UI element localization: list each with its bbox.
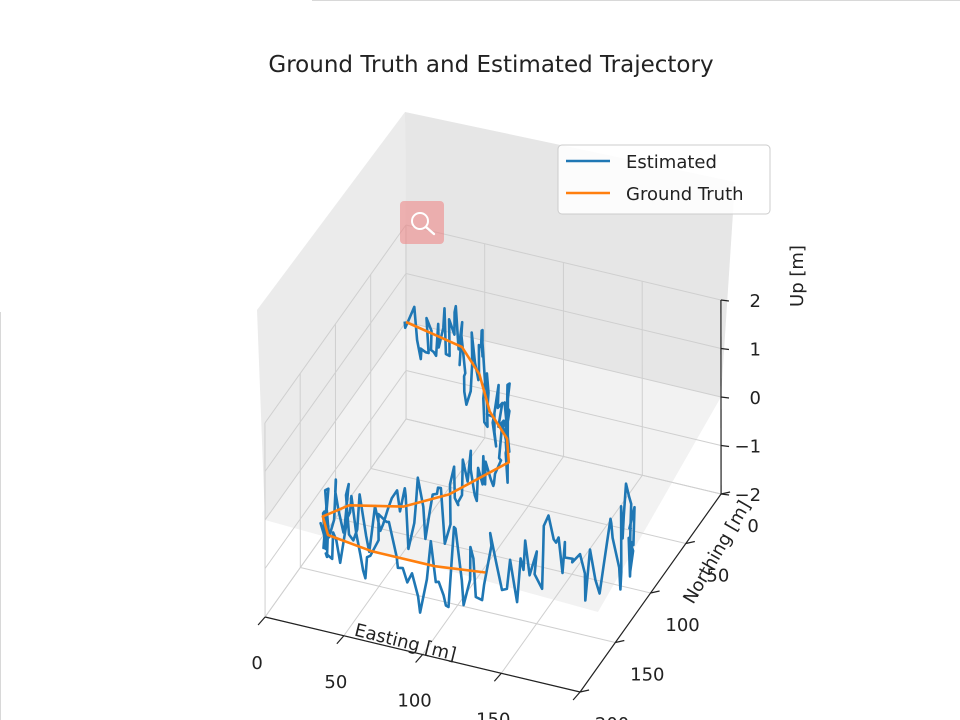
series-ground-truth-line: [321, 320, 511, 574]
grid-floor-y: [335, 517, 651, 594]
z-tick-mark: [720, 347, 730, 351]
z-tick-label: 1: [750, 340, 761, 361]
y-axis-label: Northing [m]: [679, 497, 755, 608]
z-tick-mark: [720, 299, 729, 302]
y-tick-mark: [615, 639, 625, 644]
zoom-button[interactable]: [400, 201, 444, 244]
y-tick-label: 0: [747, 516, 758, 537]
pane-left: [257, 112, 406, 520]
y-tick-label: 100: [665, 615, 699, 636]
z-tick-mark: [721, 493, 730, 496]
window-border-top: [312, 0, 960, 1]
grid-wall-back-horizontal: [405, 224, 722, 301]
chart-title: Ground Truth and Estimated Trajectory: [268, 52, 713, 78]
z-tick-label: 0: [750, 388, 761, 409]
grid-wall-left-horizontal: [264, 224, 407, 424]
z-tick-label: −2: [735, 485, 762, 506]
grid-wall-left-horizontal: [264, 321, 407, 521]
window-border-left: [0, 312, 1, 720]
grid-wall-left-horizontal: [264, 273, 407, 472]
zoom-icon: [411, 212, 436, 236]
z-tick-label: 2: [749, 291, 760, 312]
z-tick-label: −1: [734, 437, 761, 458]
x-tick-mark: [572, 691, 581, 701]
x-tick-label: 100: [397, 691, 431, 712]
z-tick-mark: [720, 444, 730, 448]
axes: [257, 299, 731, 701]
y-tick-mark: [579, 689, 590, 693]
legend-box: [557, 144, 771, 215]
x-tick-label: 150: [476, 709, 510, 720]
y-tick-mark: [650, 590, 660, 594]
grid-wall-left-horizontal: [264, 418, 407, 618]
grid-wall-left-horizontal: [264, 370, 407, 569]
y-tick-mark: [685, 540, 695, 545]
z-axis-label: Up [m]: [787, 245, 808, 307]
x-tick-mark: [415, 654, 424, 663]
legend-label-estimated: Estimated: [626, 152, 717, 173]
legend-label-ground-truth: Ground Truth: [626, 184, 744, 205]
x-tick-mark: [336, 635, 345, 645]
y-tick-label: 200: [595, 714, 629, 720]
x-tick-mark: [493, 672, 502, 682]
z-tick-mark: [720, 396, 730, 399]
x-tick-label: 50: [324, 672, 347, 693]
y-tick-label: 150: [630, 665, 664, 686]
grid-wall-back-horizontal: [405, 273, 722, 349]
x-tick-label: 0: [251, 653, 262, 674]
grid-floor-y: [300, 567, 616, 643]
x-axis-line: [264, 616, 581, 693]
grid-wall-back-horizontal: [405, 370, 722, 446]
grid-floor-x: [500, 474, 643, 674]
y-tick-label: 50: [706, 566, 729, 587]
x-tick-mark: [257, 616, 266, 626]
legend: Estimated Ground Truth: [557, 144, 771, 215]
grid-wall-back-horizontal: [405, 418, 722, 495]
